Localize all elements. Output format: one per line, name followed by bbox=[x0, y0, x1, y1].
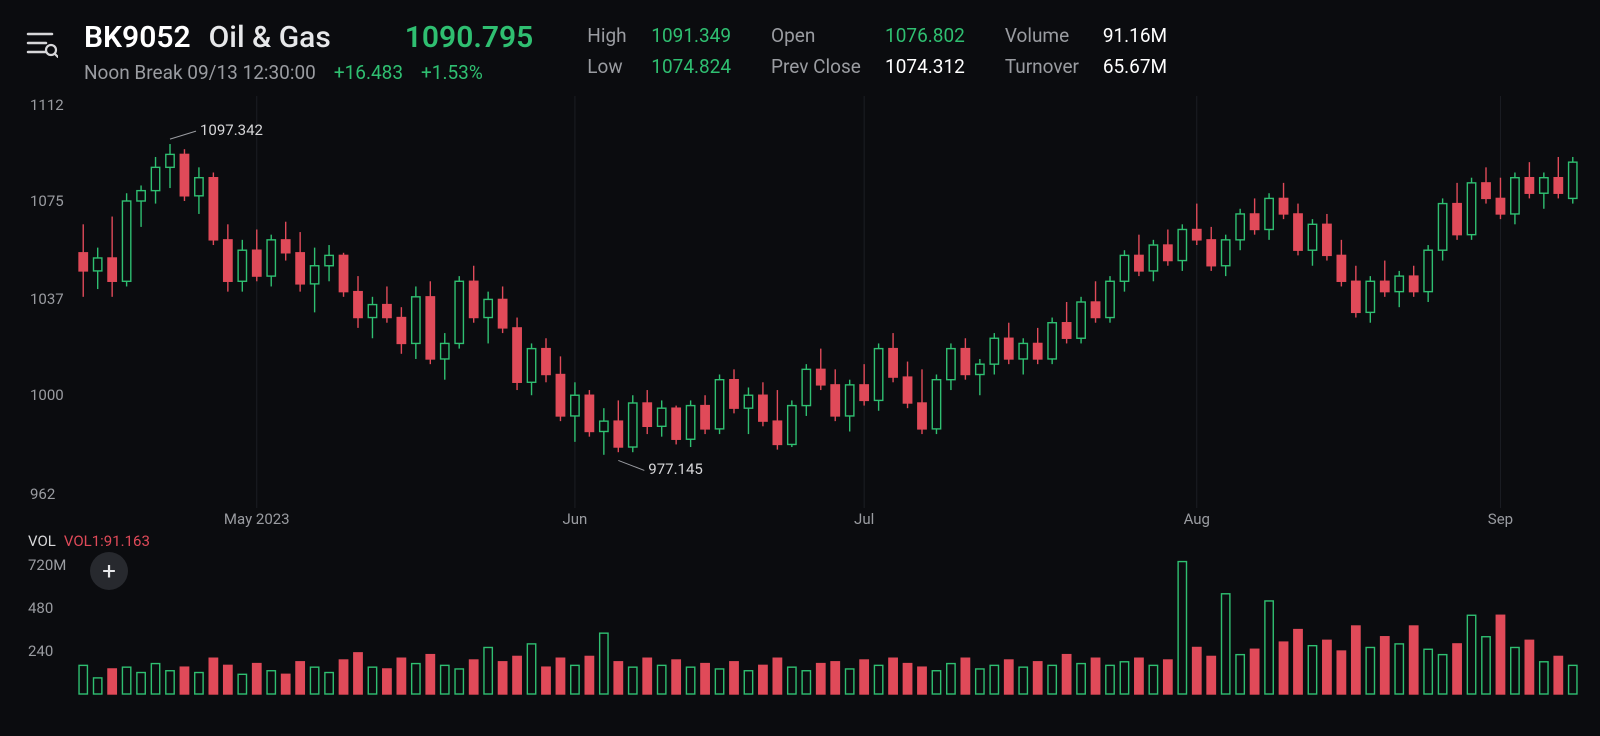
stats-grid: High 1091.349 Low 1074.824 Open 1076.802… bbox=[587, 24, 1167, 78]
volume-header: VOL VOL1:91.163 bbox=[28, 532, 150, 550]
price-annotation: 977.145 bbox=[648, 460, 703, 478]
y-axis-label: 1112 bbox=[30, 96, 64, 114]
change-abs: +16.483 bbox=[334, 61, 403, 84]
open-value: 1076.802 bbox=[885, 24, 965, 47]
header: BK9052 Oil & Gas 1090.795 Noon Break 09/… bbox=[0, 0, 1600, 90]
symbol-name: Oil & Gas bbox=[209, 20, 331, 55]
vol1-label: VOL1:91.163 bbox=[64, 532, 150, 550]
last-price: 1090.795 bbox=[405, 20, 534, 55]
turnover-value: 65.67M bbox=[1103, 55, 1167, 78]
turnover-label: Turnover bbox=[1005, 55, 1089, 78]
volume-y-label: 480 bbox=[28, 599, 53, 617]
x-axis-label: May 2023 bbox=[224, 510, 290, 528]
vol-label: VOL bbox=[28, 532, 56, 550]
volume-value: 91.16M bbox=[1103, 24, 1167, 47]
volume-y-label: 720M bbox=[28, 556, 66, 574]
volume-y-label: 240 bbox=[28, 642, 53, 660]
y-axis-label: 962 bbox=[30, 485, 55, 503]
x-axis-label: Sep bbox=[1488, 510, 1513, 528]
candlestick-chart[interactable] bbox=[26, 96, 1586, 508]
volume-label: Volume bbox=[1005, 24, 1089, 47]
price-annotation: 1097.342 bbox=[200, 121, 263, 139]
y-axis-label: 1037 bbox=[30, 290, 64, 308]
symbol-code[interactable]: BK9052 bbox=[84, 20, 191, 55]
x-axis-label: Jul bbox=[854, 510, 874, 528]
x-axis-label: Jun bbox=[563, 510, 588, 528]
volume-chart[interactable] bbox=[26, 556, 1586, 696]
prev-label: Prev Close bbox=[771, 55, 871, 78]
prev-value: 1074.312 bbox=[885, 55, 965, 78]
symbol-block: BK9052 Oil & Gas 1090.795 Noon Break 09/… bbox=[84, 20, 533, 84]
session-status: Noon Break 09/13 12:30:00 bbox=[84, 61, 316, 84]
high-label: High bbox=[587, 24, 637, 47]
low-label: Low bbox=[587, 55, 637, 78]
change-pct: +1.53% bbox=[421, 61, 483, 84]
open-label: Open bbox=[771, 24, 871, 47]
high-value: 1091.349 bbox=[651, 24, 731, 47]
low-value: 1074.824 bbox=[651, 55, 731, 78]
menu-search-icon[interactable] bbox=[24, 26, 60, 62]
y-axis-label: 1000 bbox=[30, 386, 64, 404]
y-axis-label: 1075 bbox=[30, 192, 64, 210]
x-axis-label: Aug bbox=[1184, 510, 1210, 528]
